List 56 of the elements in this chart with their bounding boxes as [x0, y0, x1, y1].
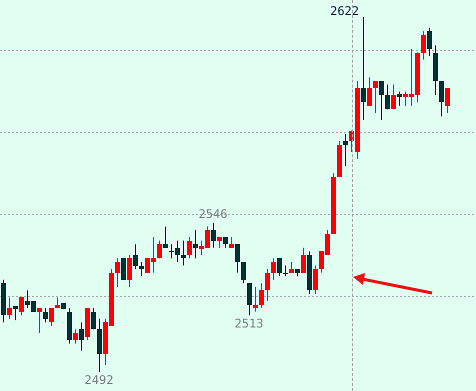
candlestick — [223, 237, 228, 248]
candlestick — [217, 237, 222, 248]
candlestick — [181, 240, 186, 266]
candlestick — [133, 244, 138, 270]
candlestick — [7, 296, 12, 320]
candlestick — [139, 261, 144, 277]
candlestick — [385, 84, 390, 109]
candlestick — [421, 30, 426, 60]
candlestick — [43, 308, 48, 323]
candlestick — [379, 81, 384, 120]
candlestick — [55, 296, 60, 308]
annotation: 2622 — [330, 4, 359, 18]
candlestick — [115, 258, 120, 288]
candlestick — [367, 76, 372, 106]
candlestick — [343, 134, 348, 167]
candlestick — [229, 236, 234, 248]
candlestick — [163, 226, 168, 248]
candlestick — [313, 265, 318, 294]
candlestick — [193, 230, 198, 259]
candlestick — [373, 81, 378, 114]
candlestick — [439, 81, 444, 117]
candlestick — [187, 236, 192, 259]
candlestick — [391, 84, 396, 109]
candlestick — [307, 250, 312, 294]
candlestick — [211, 222, 216, 248]
candlestick — [433, 44, 438, 96]
candlestick — [253, 286, 258, 312]
candlestick — [85, 308, 90, 341]
candlestick — [79, 322, 84, 352]
candlestick — [127, 254, 132, 288]
candlestick — [265, 268, 270, 302]
candlestick — [271, 258, 276, 280]
candlestick — [49, 308, 54, 326]
candlestick — [1, 279, 6, 323]
candlestick — [67, 308, 72, 344]
candlestick — [73, 328, 78, 344]
annotation: 2492 — [84, 373, 114, 388]
candlestick — [91, 308, 96, 329]
candlestick — [247, 283, 252, 316]
candlestick — [235, 244, 240, 274]
candlestick — [301, 247, 306, 273]
candlestick — [295, 269, 300, 277]
candlestick — [37, 308, 42, 334]
candlestick — [331, 172, 336, 234]
candlestick — [97, 318, 102, 373]
candlestick — [361, 16, 366, 120]
candlestick — [445, 88, 450, 114]
candlestick — [241, 262, 246, 284]
candlestick — [397, 91, 402, 106]
annotation: 2513 — [234, 316, 264, 330]
annotation: 2546 — [198, 207, 228, 222]
candlestick — [289, 261, 294, 273]
candlestick — [259, 282, 264, 309]
candlestick — [427, 27, 432, 57]
candlestick — [157, 240, 162, 258]
candlestick — [283, 265, 288, 277]
